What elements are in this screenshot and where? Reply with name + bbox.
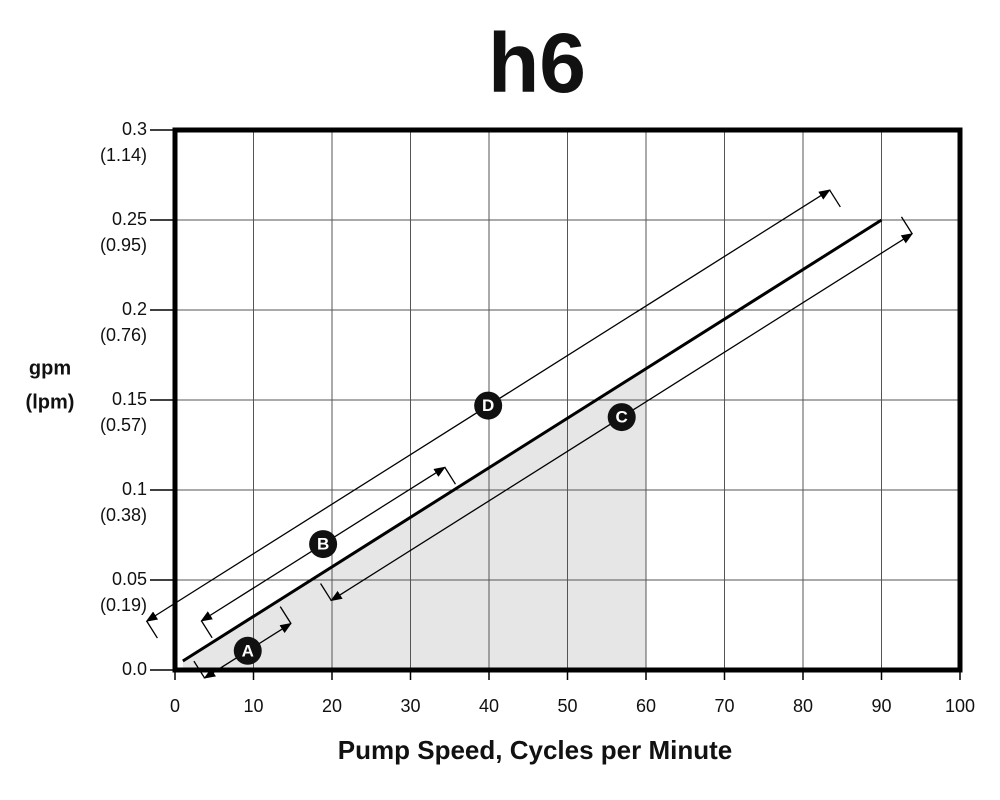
range-label: A [242, 641, 254, 660]
y-tick-label-lpm: (0.38) [100, 505, 147, 525]
range-badge [233, 636, 262, 665]
range-label: C [616, 408, 628, 427]
x-tick-label: 70 [714, 696, 734, 716]
range-label: D [482, 396, 494, 415]
range-badge [474, 391, 503, 420]
y-axis-label: (lpm) [26, 391, 75, 413]
x-tick-label: 20 [322, 696, 342, 716]
range-bracket [200, 620, 213, 639]
y-tick-label-lpm: (1.14) [100, 145, 147, 165]
x-tick-label: 50 [557, 696, 577, 716]
y-tick-label: 0.2 [122, 299, 147, 319]
y-tick-label: 0.1 [122, 479, 147, 499]
range-bracket [829, 189, 841, 208]
y-tick-label-lpm: (0.57) [100, 415, 147, 435]
x-tick-label: 10 [243, 696, 263, 716]
y-tick-label: 0.15 [112, 389, 147, 409]
x-tick-label: 90 [871, 696, 891, 716]
x-axis-label: Pump Speed, Cycles per Minute [338, 735, 732, 765]
range-bracket [146, 620, 158, 639]
x-tick-label: 60 [636, 696, 656, 716]
x-tick-label: 100 [945, 696, 975, 716]
x-tick-label: 0 [170, 696, 180, 716]
y-tick-label: 0.25 [112, 209, 147, 229]
range-bracket [193, 660, 206, 679]
range-label: B [317, 535, 329, 554]
y-tick-label-lpm: (0.95) [100, 235, 147, 255]
y-tick-label: 0.3 [122, 119, 147, 139]
x-tick-label: 80 [793, 696, 813, 716]
y-tick-label: 0.0 [122, 659, 147, 679]
y-tick-label-lpm: (0.19) [100, 595, 147, 615]
range-bracket [900, 216, 913, 235]
x-tick-label: 30 [400, 696, 420, 716]
y-axis-label: gpm [29, 357, 71, 379]
chart-title: h6 [488, 16, 586, 110]
y-tick-label: 0.05 [112, 569, 147, 589]
range-bracket [444, 466, 457, 485]
y-tick-label-lpm: (0.76) [100, 325, 147, 345]
x-tick-label: 40 [479, 696, 499, 716]
